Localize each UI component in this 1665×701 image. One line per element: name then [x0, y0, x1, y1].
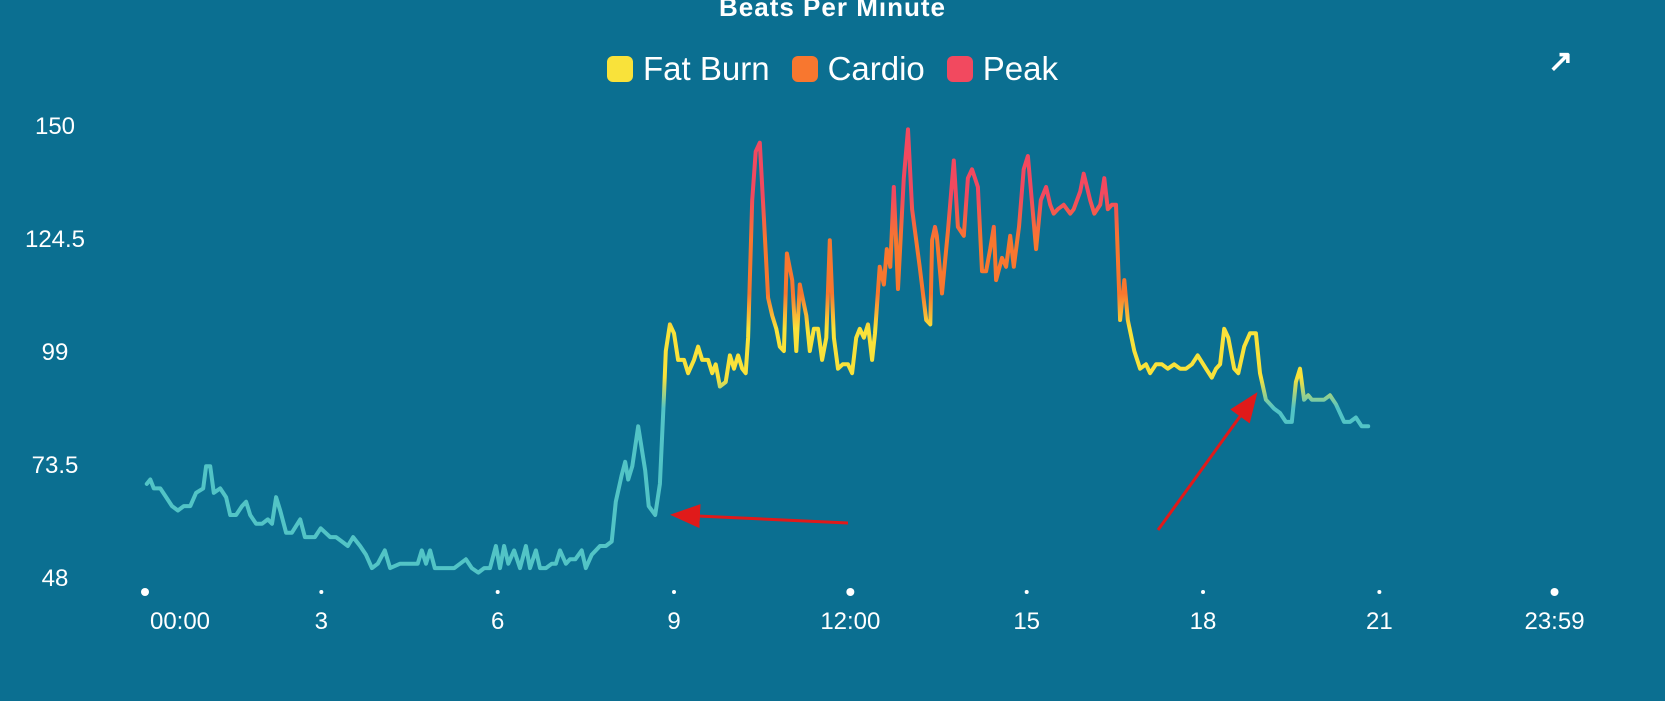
annotation-arrow-left	[670, 504, 849, 529]
x-tick-dot	[319, 590, 324, 594]
x-tick-label: 18	[1190, 608, 1217, 635]
x-tick-label: 9	[667, 608, 680, 635]
x-tick-label: 3	[315, 608, 328, 635]
annotation-arrow-right	[1156, 392, 1258, 531]
legend-label-fat-burn: Fat Burn	[643, 50, 770, 87]
legend-swatch-peak	[946, 56, 973, 82]
expand-arrow-icon[interactable]: ↗	[1548, 45, 1574, 78]
y-axis: 150 124.5 99 73.5 48	[25, 113, 85, 592]
y-tick-label: 48	[42, 565, 69, 592]
legend: Fat Burn Cardio Peak	[0, 50, 1665, 88]
legend-swatch-cardio	[791, 56, 818, 82]
x-tick-label: 12:00	[820, 608, 880, 635]
y-tick-label: 73.5	[32, 452, 79, 479]
chart-title: Beats Per Minute	[719, 0, 946, 22]
legend-item-cardio[interactable]: Cardio	[791, 50, 925, 88]
x-tick-dot	[846, 588, 855, 596]
x-tick-label: 15	[1013, 608, 1040, 635]
x-tick-dot	[141, 588, 149, 596]
legend-item-fat-burn[interactable]: Fat Burn	[607, 50, 770, 88]
x-axis: 00:00 3 6 9 12:00 15 18 21 23:59	[141, 588, 1585, 635]
y-tick-label: 124.5	[25, 226, 85, 253]
x-tick-label: 23:59	[1524, 608, 1584, 635]
x-tick-dot	[1024, 590, 1029, 594]
legend-label-peak: Peak	[982, 50, 1058, 87]
legend-label-cardio: Cardio	[827, 50, 925, 87]
x-tick-dot	[1201, 590, 1206, 594]
legend-swatch-fat-burn	[607, 56, 633, 82]
x-tick-dot	[1377, 590, 1382, 594]
legend-item-peak[interactable]: Peak	[946, 50, 1058, 88]
x-tick-label: 00:00	[150, 608, 210, 635]
x-tick-dot	[1550, 588, 1559, 596]
y-tick-label: 150	[35, 113, 75, 140]
heart-rate-line	[144, 127, 1371, 575]
y-tick-label: 99	[42, 339, 69, 366]
x-tick-dot	[495, 590, 500, 594]
x-tick-label: 6	[491, 608, 504, 635]
x-tick-dot	[672, 590, 677, 594]
x-tick-label: 21	[1366, 608, 1393, 635]
heart-rate-points	[145, 128, 1369, 574]
